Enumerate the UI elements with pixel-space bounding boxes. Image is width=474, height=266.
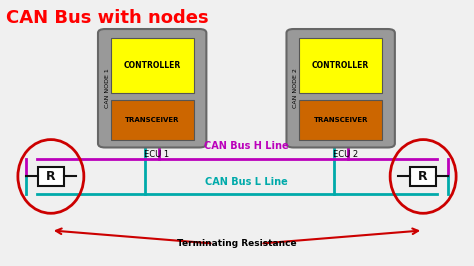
- Text: ECU 2: ECU 2: [333, 150, 358, 159]
- Text: Terminating Resistance: Terminating Resistance: [177, 239, 297, 248]
- FancyBboxPatch shape: [111, 38, 194, 93]
- Text: CAN NODE 1: CAN NODE 1: [105, 68, 110, 108]
- Bar: [410, 167, 436, 186]
- FancyBboxPatch shape: [299, 38, 382, 93]
- Text: CONTROLLER: CONTROLLER: [124, 61, 181, 70]
- Text: CAN NODE 2: CAN NODE 2: [293, 68, 299, 108]
- FancyBboxPatch shape: [286, 29, 395, 147]
- FancyBboxPatch shape: [111, 100, 194, 140]
- Text: ECU 1: ECU 1: [144, 150, 169, 159]
- Text: R: R: [46, 170, 55, 183]
- FancyBboxPatch shape: [299, 100, 382, 140]
- Bar: [38, 167, 64, 186]
- Text: R: R: [419, 170, 428, 183]
- FancyBboxPatch shape: [98, 29, 206, 147]
- Text: CAN Bus with nodes: CAN Bus with nodes: [6, 9, 209, 27]
- Text: CAN Bus L Line: CAN Bus L Line: [205, 177, 288, 187]
- Text: CAN Bus H Line: CAN Bus H Line: [204, 142, 289, 151]
- Text: TRANSCEIVER: TRANSCEIVER: [125, 117, 180, 123]
- Text: CONTROLLER: CONTROLLER: [312, 61, 369, 70]
- Text: TRANSCEIVER: TRANSCEIVER: [313, 117, 368, 123]
